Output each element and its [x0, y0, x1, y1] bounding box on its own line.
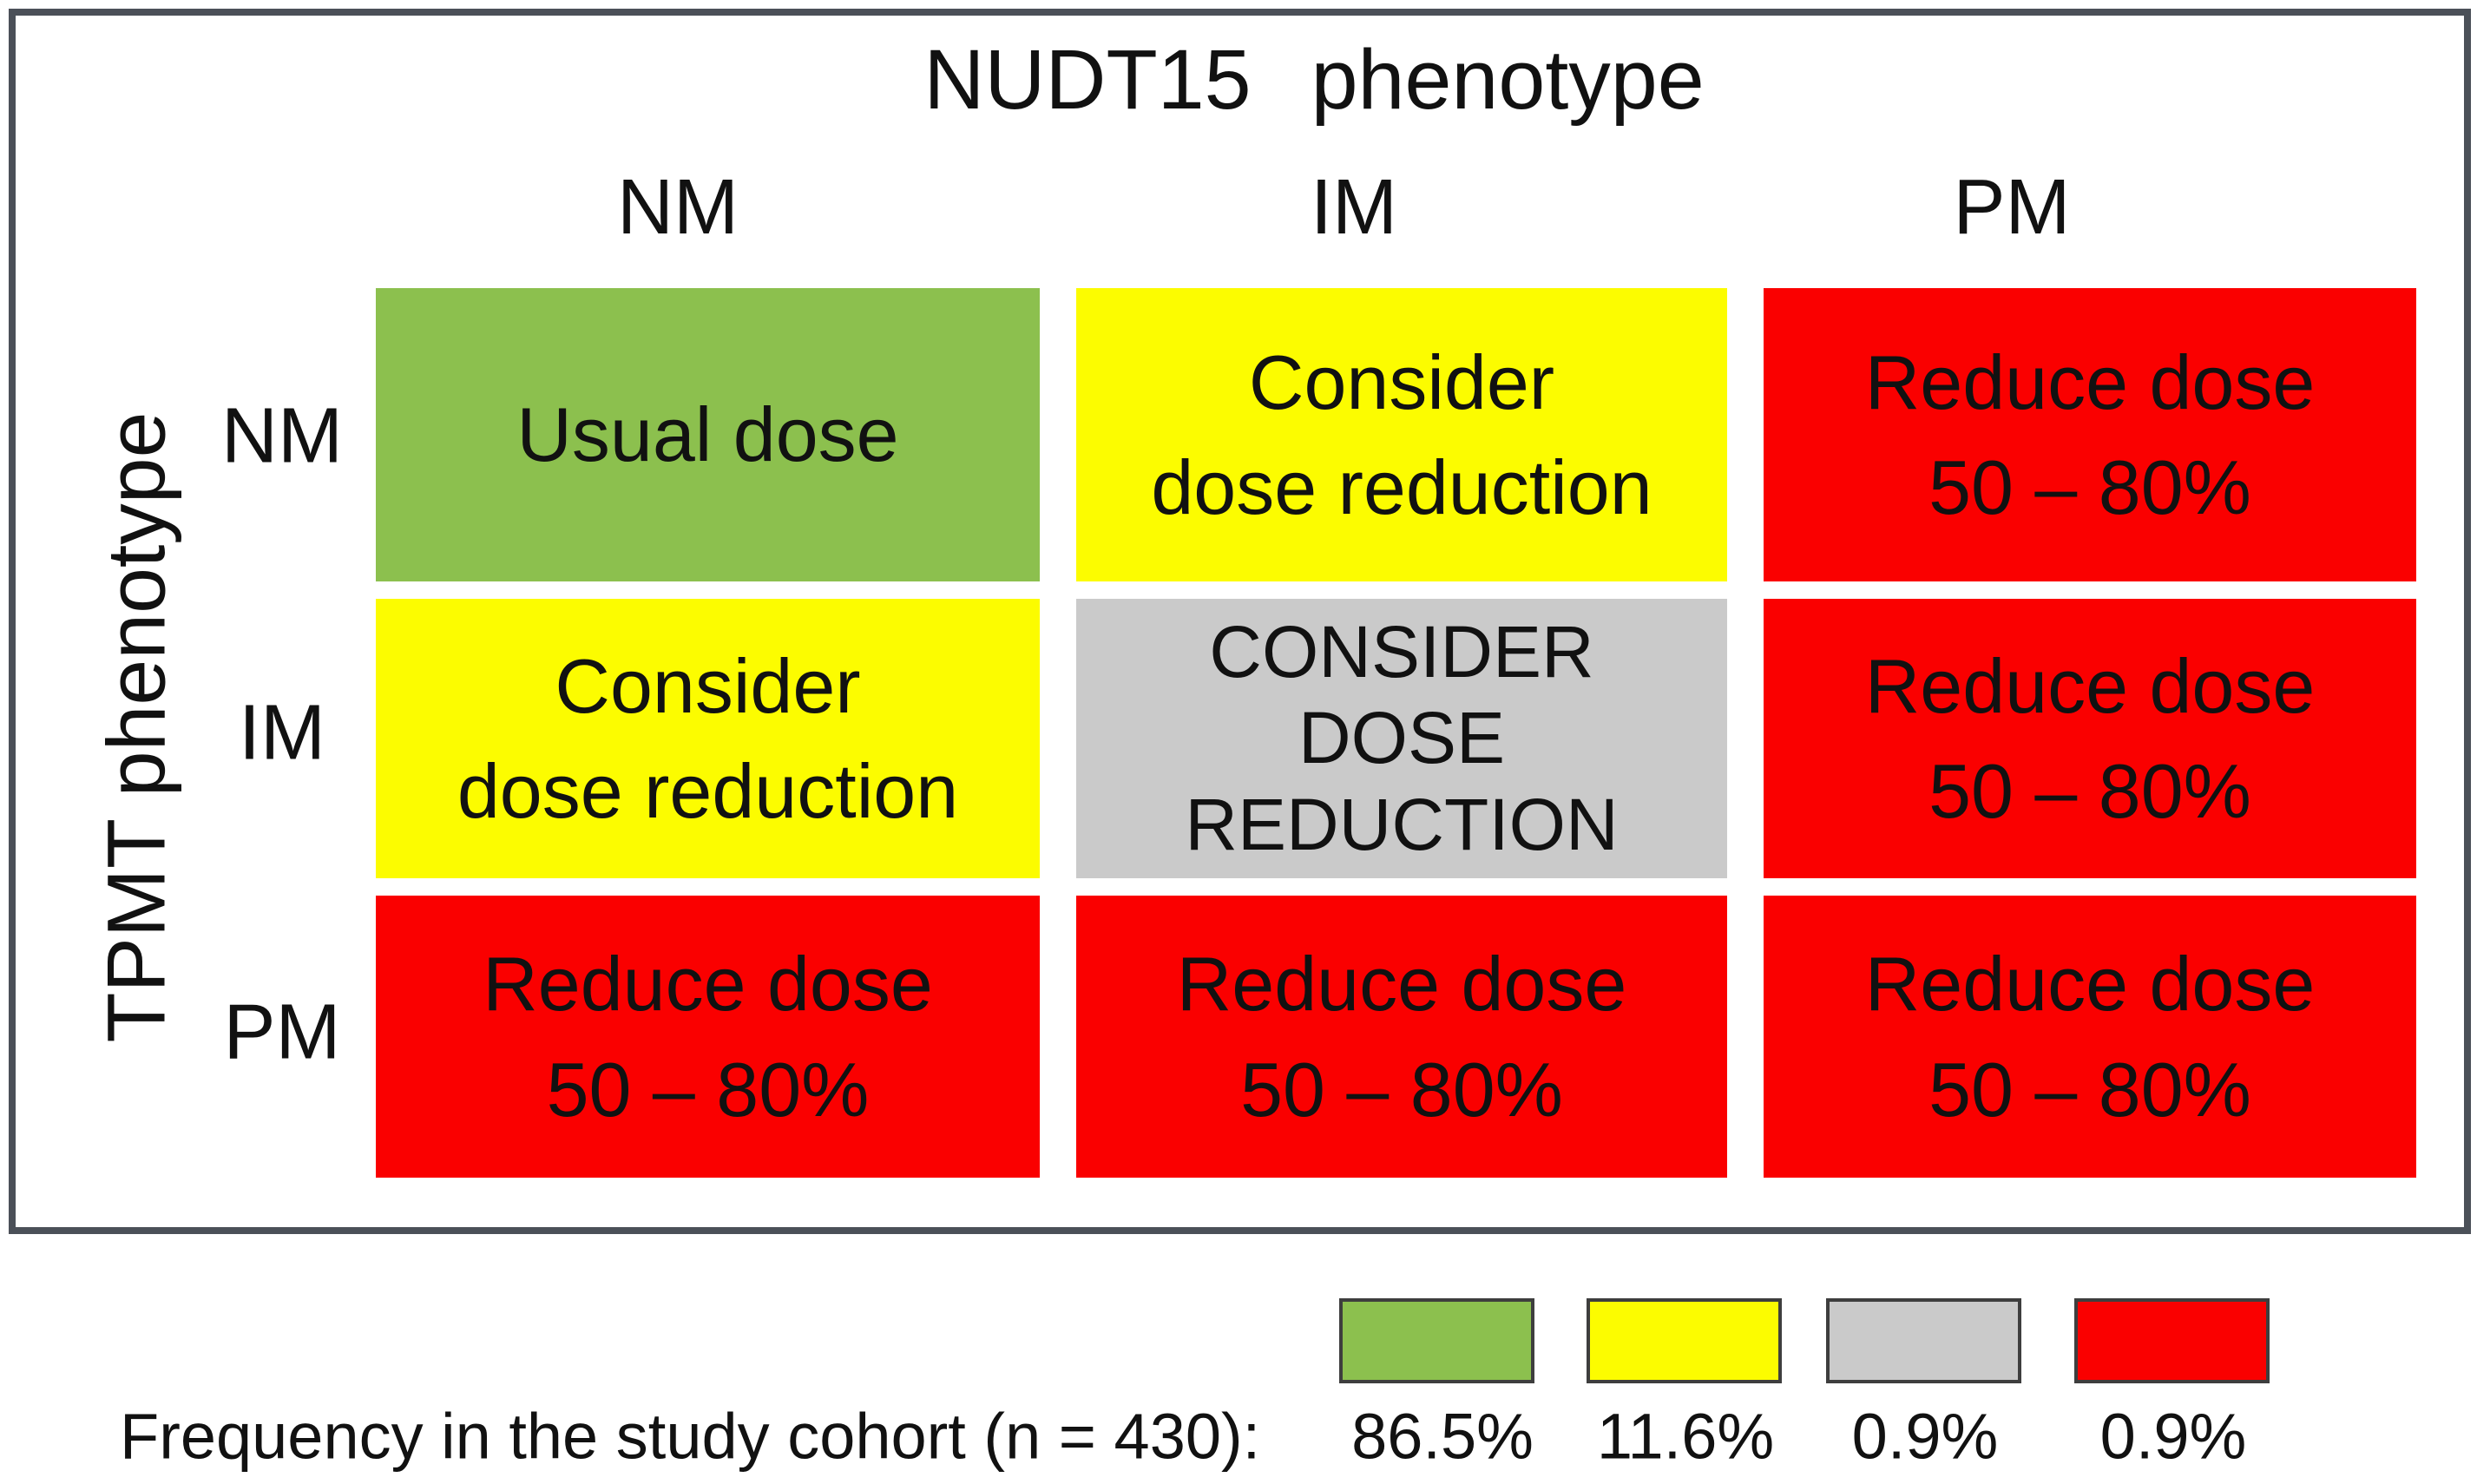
cell-text-line: Reduce dose [1864, 338, 2316, 425]
cell-tpmt-pm-nudt15-nm: Reduce dose 50 – 80% [376, 896, 1040, 1178]
row-label-pm: PM [223, 988, 341, 1076]
cell-text-line: 50 – 80% [546, 1046, 870, 1133]
cell-text-line: DOSE [1298, 697, 1506, 779]
cell-text-line: Consider [1248, 338, 1555, 425]
cell-text-line: Consider [555, 642, 861, 729]
legend-value-green: 86.5% [1351, 1400, 1534, 1473]
legend-swatch-yellow [1587, 1298, 1782, 1383]
column-header-im: IM [1311, 164, 1397, 251]
cell-tpmt-im-nudt15-nm: Consider dose reduction [376, 599, 1040, 878]
legend-swatch-red [2074, 1298, 2270, 1383]
cell-text-line: dose reduction [1151, 444, 1652, 530]
cell-tpmt-nm-nudt15-im: Consider dose reduction [1076, 288, 1727, 581]
row-label-im: IM [239, 689, 325, 777]
cell-tpmt-im-nudt15-pm: Reduce dose 50 – 80% [1764, 599, 2416, 878]
cell-tpmt-im-nudt15-im: CONSIDER DOSE REDUCTION [1076, 599, 1727, 878]
column-header-pm: PM [1953, 164, 2071, 251]
cell-text-line: Reduce dose [483, 941, 933, 1028]
legend-swatch-gray [1826, 1298, 2021, 1383]
cell-text-line: Reduce dose [1864, 941, 2316, 1028]
recommendation-matrix: Usual dose Consider dose reduction Reduc… [376, 288, 2416, 1178]
column-header-nm: NM [617, 164, 739, 251]
matrix-title: NUDT15 phenotype [923, 32, 1705, 127]
cell-text-line: dose reduction [457, 748, 959, 834]
cell-text-line: 50 – 80% [1928, 1046, 2251, 1133]
cell-text-line: 50 – 80% [1928, 748, 2251, 834]
cell-tpmt-nm-nudt15-pm: Reduce dose 50 – 80% [1764, 288, 2416, 581]
cell-text-line: CONSIDER [1209, 611, 1594, 693]
cell-text-line: Reduce dose [1864, 642, 2316, 729]
cell-text-line: REDUCTION [1185, 783, 1619, 865]
legend-caption: Frequency in the study cohort (n = 430): [120, 1400, 1261, 1473]
cell-tpmt-pm-nudt15-pm: Reduce dose 50 – 80% [1764, 896, 2416, 1178]
row-label-nm: NM [221, 392, 343, 480]
y-axis-label: TPMT phenotype [90, 411, 183, 1043]
cell-text-line: 50 – 80% [1240, 1046, 1563, 1133]
cell-text-line: Reduce dose [1176, 941, 1627, 1028]
cell-text-line: Usual dose [516, 391, 899, 478]
cell-text-line: 50 – 80% [1928, 444, 2251, 530]
legend-swatch-green [1339, 1298, 1534, 1383]
legend-value-gray: 0.9% [1851, 1400, 1999, 1473]
legend-value-red: 0.9% [2099, 1400, 2247, 1473]
cell-tpmt-nm-nudt15-nm: Usual dose [376, 288, 1040, 581]
legend-value-yellow: 11.6% [1596, 1400, 1775, 1473]
cell-tpmt-pm-nudt15-im: Reduce dose 50 – 80% [1076, 896, 1727, 1178]
